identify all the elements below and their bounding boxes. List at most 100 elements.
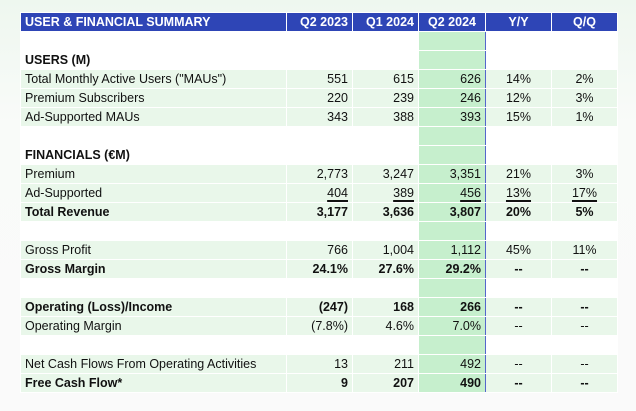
cell-yy: 13% bbox=[485, 183, 552, 203]
cell-value: 766 bbox=[327, 243, 348, 257]
row-label: Free Cash Flow* bbox=[20, 373, 287, 393]
cell-q2-2023: (247) bbox=[286, 297, 353, 317]
cell-value: 20% bbox=[505, 205, 532, 219]
cell-value: -- bbox=[580, 376, 589, 390]
section-label: USERS (M) bbox=[20, 50, 287, 70]
cell-q1-2024: 239 bbox=[352, 88, 419, 108]
cell-value: 2,773 bbox=[316, 167, 348, 181]
cell-q2-2024: 7.0% bbox=[418, 316, 486, 336]
cell-qq: 5% bbox=[551, 202, 618, 222]
cell-value: 456 bbox=[460, 186, 481, 200]
cell-q2-2024 bbox=[418, 278, 486, 298]
row-label: Gross Profit bbox=[20, 240, 287, 260]
cell-value: 246 bbox=[460, 91, 481, 105]
cell-value: 3,247 bbox=[382, 167, 414, 181]
cell-yy bbox=[485, 31, 552, 51]
row-label: Operating (Loss)/Income bbox=[20, 297, 287, 317]
table-row: Ad-Supported MAUs 343 388 393 15% 1% bbox=[20, 107, 618, 127]
cell-value: -- bbox=[580, 357, 589, 371]
cell-value: 45% bbox=[505, 243, 532, 257]
cell-value: 12% bbox=[505, 91, 532, 105]
cell-value: 1,112 bbox=[450, 243, 481, 257]
cell-q2-2023: 766 bbox=[286, 240, 353, 260]
cell-q1-2024 bbox=[352, 126, 419, 146]
cell-q2-2024 bbox=[418, 335, 486, 355]
cell-value: 3% bbox=[575, 91, 594, 105]
row-label bbox=[20, 31, 287, 51]
spacer-row bbox=[20, 126, 618, 146]
cell-yy bbox=[485, 335, 552, 355]
cell-q2-2023 bbox=[286, 145, 353, 165]
cell-qq: 3% bbox=[551, 164, 618, 184]
cell-value: 1% bbox=[575, 110, 594, 124]
spacer-row bbox=[20, 335, 618, 355]
cell-value: -- bbox=[514, 376, 523, 390]
table-row: Total Revenue 3,177 3,636 3,807 20% 5% bbox=[20, 202, 618, 222]
cell-yy: 12% bbox=[485, 88, 552, 108]
cell-value: 239 bbox=[393, 91, 414, 105]
cell-yy: -- bbox=[485, 373, 552, 393]
row-label bbox=[20, 221, 287, 241]
cell-qq: -- bbox=[551, 354, 618, 374]
cell-value: 266 bbox=[460, 300, 481, 314]
cell-qq: 3% bbox=[551, 88, 618, 108]
cell-q1-2024 bbox=[352, 278, 419, 298]
cell-q2-2023: 13 bbox=[286, 354, 353, 374]
section-header-row: USERS (M) bbox=[20, 50, 618, 70]
cell-value: 389 bbox=[393, 186, 414, 200]
cell-q1-2024: 1,004 bbox=[352, 240, 419, 260]
spacer-row bbox=[20, 31, 618, 51]
cell-value: 5% bbox=[575, 205, 594, 219]
cell-q2-2023: 9 bbox=[286, 373, 353, 393]
cell-q2-2023 bbox=[286, 278, 353, 298]
cell-q2-2023: (7.8%) bbox=[286, 316, 353, 336]
cell-q2-2023: 220 bbox=[286, 88, 353, 108]
cell-qq: 17% bbox=[551, 183, 618, 203]
cell-value: (247) bbox=[318, 300, 348, 314]
row-label bbox=[20, 335, 287, 355]
cell-q2-2024: 29.2% bbox=[418, 259, 486, 279]
cell-value: 393 bbox=[460, 110, 481, 124]
spacer-row bbox=[20, 278, 618, 298]
cell-value: 13% bbox=[505, 186, 532, 200]
cell-yy: -- bbox=[485, 316, 552, 336]
cell-q1-2024 bbox=[352, 31, 419, 51]
cell-q2-2024: 490 bbox=[418, 373, 486, 393]
table-row: Gross Margin 24.1% 27.6% 29.2% -- -- bbox=[20, 259, 618, 279]
section-label: FINANCIALS (€M) bbox=[20, 145, 287, 165]
cell-value: 24.1% bbox=[312, 262, 348, 276]
cell-value: 27.6% bbox=[378, 262, 414, 276]
cell-q2-2024: 492 bbox=[418, 354, 486, 374]
cell-q2-2024 bbox=[418, 31, 486, 51]
table-row: Total Monthly Active Users ("MAUs") 551 61… bbox=[20, 69, 618, 89]
cell-q2-2024: 246 bbox=[418, 88, 486, 108]
cell-qq: -- bbox=[551, 259, 618, 279]
cell-value: 21% bbox=[505, 167, 532, 181]
cell-q1-2024 bbox=[352, 50, 419, 70]
cell-yy: -- bbox=[485, 259, 552, 279]
cell-value: 15% bbox=[505, 110, 532, 124]
col-q2-2024: Q2 2024 bbox=[418, 12, 486, 32]
cell-value: 3,807 bbox=[449, 205, 481, 219]
cell-q1-2024: 211 bbox=[352, 354, 419, 374]
cell-yy: 21% bbox=[485, 164, 552, 184]
table-row: Net Cash Flows From Operating Activities… bbox=[20, 354, 618, 374]
table-title: USER & FINANCIAL SUMMARY bbox=[20, 12, 287, 32]
cell-qq: -- bbox=[551, 373, 618, 393]
cell-qq bbox=[551, 221, 618, 241]
cell-value: 388 bbox=[393, 110, 414, 124]
cell-qq: 1% bbox=[551, 107, 618, 127]
col-q1-2024: Q1 2024 bbox=[352, 12, 419, 32]
cell-qq: 11% bbox=[551, 240, 618, 260]
row-label: Premium bbox=[20, 164, 287, 184]
cell-q2-2023 bbox=[286, 31, 353, 51]
cell-q2-2023: 24.1% bbox=[286, 259, 353, 279]
cell-qq bbox=[551, 31, 618, 51]
cell-value: 404 bbox=[327, 186, 348, 200]
table-row: Gross Profit 766 1,004 1,112 45% 11% bbox=[20, 240, 618, 260]
cell-q2-2024 bbox=[418, 50, 486, 70]
cell-value: 17% bbox=[571, 186, 598, 200]
user-financial-summary-table: USER & FINANCIAL SUMMARY Q2 2023 Q1 2024… bbox=[20, 12, 618, 393]
cell-yy bbox=[485, 145, 552, 165]
cell-value: 343 bbox=[327, 110, 348, 124]
